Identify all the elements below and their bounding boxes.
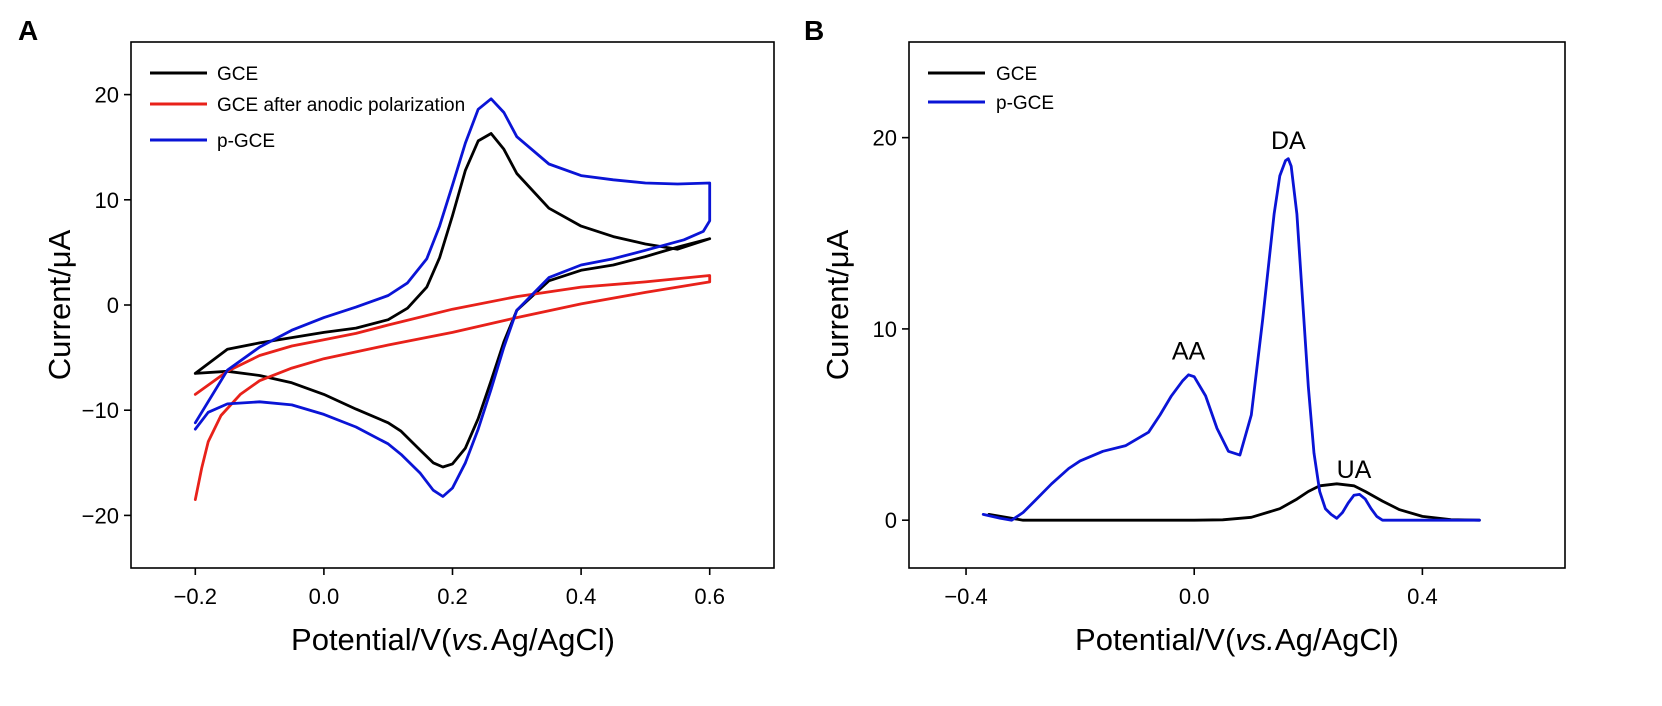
panel-b-plot-frame: [908, 41, 1566, 569]
panel-b-y-axis-label: Current/μA: [820, 229, 855, 380]
panel-a-legend: GCE GCE after anodic polarization p-GCE: [150, 64, 465, 152]
series-line-p-gce: [193, 97, 712, 498]
panel-b-label: B: [804, 15, 824, 46]
y-tick-label: −10: [82, 398, 119, 423]
panel-a-y-ticks: −20 −10 0 10 20: [82, 83, 131, 528]
panel-a-x-ticks: −0.2 0.0 0.2 0.4 0.6: [174, 568, 725, 609]
panel-a: A −0.2 0.0 0.2 0.4 0.6 −20 −10 0 10 20 Potential…: [18, 15, 775, 657]
panel-a-label: A: [18, 15, 38, 46]
series-line-gce: [193, 132, 712, 469]
panel-a-x-axis-label: Potential/V(vs.Ag/AgCl): [291, 622, 615, 657]
panel-b-legend: GCE p-GCE: [928, 64, 1054, 114]
peak-label-aa: AA: [1172, 338, 1206, 366]
panel-a-series: [193, 97, 712, 501]
x-tick-label: 0.0: [309, 584, 340, 609]
legend-a-label-gce: GCE: [217, 64, 258, 85]
x-tick-label: −0.2: [174, 584, 217, 609]
y-tick-label: 0: [107, 293, 119, 318]
x-tick-label: 0.4: [1407, 584, 1438, 609]
y-tick-label: 0: [885, 508, 897, 533]
x-tick-label: −0.4: [944, 584, 987, 609]
x-tick-label: 0.2: [437, 584, 468, 609]
panel-b: B −0.4 0.0 0.4 0 10 20 AA DA UA Potential/V(vs…: [804, 15, 1566, 657]
y-tick-label: 10: [95, 188, 119, 213]
x-tick-label: 0.0: [1179, 584, 1210, 609]
panel-b-y-ticks: 0 10 20: [873, 126, 909, 533]
peak-label-da: DA: [1271, 127, 1306, 155]
panel-b-series: [981, 157, 1481, 522]
legend-b-label-p-gce: p-GCE: [996, 93, 1054, 114]
legend-a-label-gce-anodic: GCE after anodic polarization: [217, 95, 465, 116]
y-tick-label: 10: [873, 317, 897, 342]
panel-a-y-axis-label: Current/μA: [42, 229, 77, 380]
y-tick-label: 20: [95, 83, 119, 108]
panel-b-peak-annotations: AA DA UA: [1172, 127, 1372, 484]
panel-b-x-axis-label: Potential/V(vs.Ag/AgCl): [1075, 622, 1399, 657]
legend-a-label-p-gce: p-GCE: [217, 131, 275, 152]
x-tick-label: 0.6: [694, 584, 725, 609]
peak-label-ua: UA: [1337, 456, 1372, 484]
y-tick-label: 20: [873, 126, 897, 151]
series-line-gce: [987, 482, 1481, 522]
y-tick-label: −20: [82, 503, 119, 528]
x-tick-label: 0.4: [566, 584, 597, 609]
series-line-p-gce: [981, 157, 1481, 522]
panel-b-x-ticks: −0.4 0.0 0.4: [944, 568, 1438, 609]
legend-b-label-gce: GCE: [996, 64, 1037, 85]
series-line-gce-after-anodic-polarization: [193, 274, 712, 501]
